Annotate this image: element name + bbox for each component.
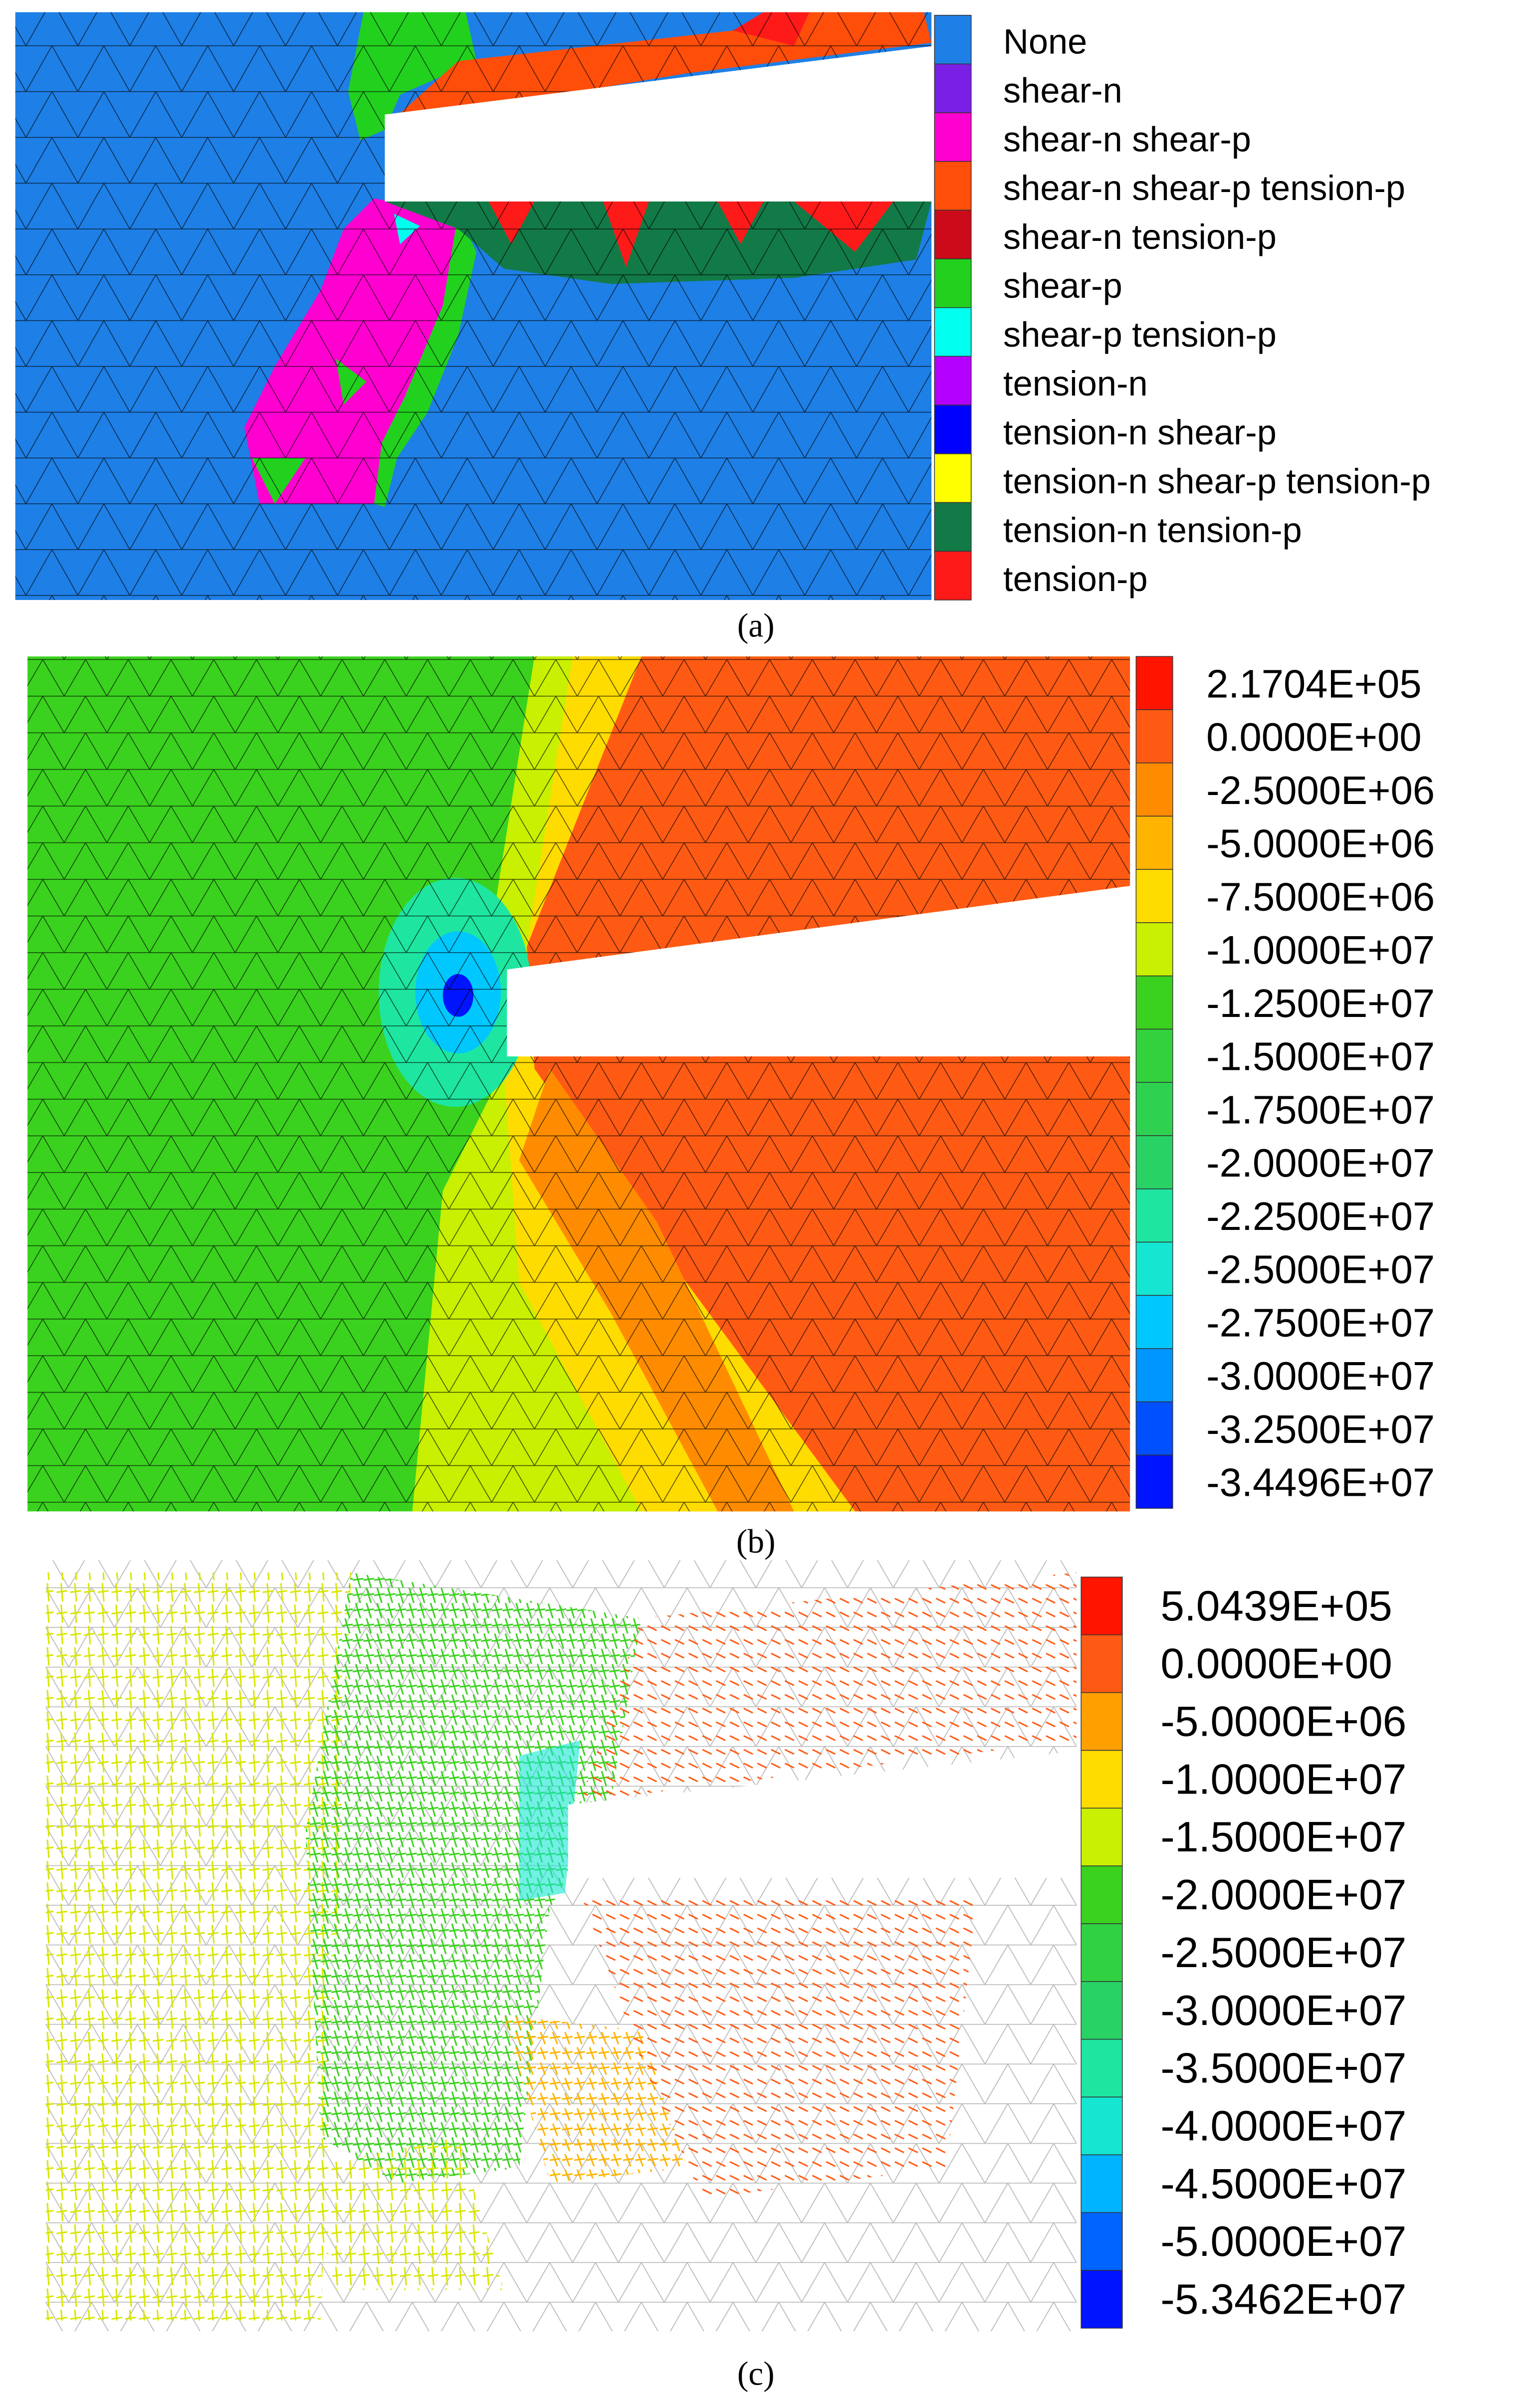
legend-swatch xyxy=(1081,2270,1123,2329)
legend-swatch xyxy=(934,307,972,357)
legend-label: -2.2500E+07 xyxy=(1206,1194,1435,1238)
legend-label: -1.5000E+07 xyxy=(1206,1034,1435,1079)
panel-b-plot xyxy=(27,656,1133,1512)
legend-label: 0.0000E+00 xyxy=(1206,715,1421,759)
legend-swatch xyxy=(1135,869,1173,923)
legend-label: tension-n xyxy=(1003,364,1148,403)
legend-swatch xyxy=(1135,1454,1173,1509)
legend-label: tension-p xyxy=(1003,559,1148,599)
legend-label: -3.2500E+07 xyxy=(1206,1407,1435,1451)
legend-swatch xyxy=(934,453,972,503)
legend-label: -5.0000E+06 xyxy=(1206,821,1435,866)
legend-swatch xyxy=(934,502,972,552)
legend-swatch xyxy=(934,209,972,259)
panel-a-plot xyxy=(15,12,935,600)
legend-label: -1.7500E+07 xyxy=(1206,1087,1435,1132)
legend-swatch xyxy=(1135,1028,1173,1083)
legend-swatch xyxy=(934,356,972,405)
legend-label: 5.0439E+05 xyxy=(1160,1582,1392,1630)
legend-swatch xyxy=(1135,1295,1173,1349)
legend-label: -2.0000E+07 xyxy=(1206,1141,1435,1185)
legend-swatch xyxy=(1081,1981,1123,2040)
legend-label: -2.5000E+07 xyxy=(1160,1929,1406,1977)
legend-swatch xyxy=(934,63,972,113)
legend-label: -3.4496E+07 xyxy=(1206,1460,1435,1505)
legend-swatch xyxy=(1135,975,1173,1030)
legend-swatch xyxy=(1135,709,1173,764)
legend-swatch xyxy=(1135,1082,1173,1136)
legend-swatch xyxy=(1135,656,1173,710)
legend-label: shear-p tension-p xyxy=(1003,315,1277,354)
legend-swatch xyxy=(1081,1923,1123,1982)
legend-swatch xyxy=(1135,1241,1173,1296)
legend-label: shear-n shear-p tension-p xyxy=(1003,168,1405,207)
legend-label: None xyxy=(1003,21,1087,61)
legend-label: shear-p xyxy=(1003,266,1122,305)
legend-swatch xyxy=(1081,2212,1123,2271)
legend-swatch xyxy=(1135,1135,1173,1190)
legend-swatch xyxy=(1081,2038,1123,2098)
legend-swatch xyxy=(934,551,972,601)
legend-swatch xyxy=(934,14,972,65)
legend-label: -1.0000E+07 xyxy=(1206,928,1435,972)
legend-swatch xyxy=(1081,2096,1123,2156)
legend-label: -1.0000E+07 xyxy=(1160,1755,1406,1803)
legend-swatch xyxy=(1081,1807,1123,1866)
legend-swatch xyxy=(934,112,972,162)
legend-label: tension-n tension-p xyxy=(1003,510,1302,550)
panel-label: (b) xyxy=(736,1523,776,1560)
legend-label: -3.0000E+07 xyxy=(1206,1354,1435,1398)
legend-label: -1.5000E+07 xyxy=(1160,1813,1406,1861)
legend-swatch xyxy=(1135,1401,1173,1456)
legend-label: -5.3462E+07 xyxy=(1160,2275,1406,2323)
legend-label: -5.0000E+07 xyxy=(1160,2217,1406,2265)
legend-swatch xyxy=(1135,762,1173,817)
legend-label: -2.0000E+07 xyxy=(1160,1871,1406,1919)
legend-label: shear-n shear-p xyxy=(1003,119,1251,159)
legend-swatch xyxy=(934,161,972,211)
legend-swatch xyxy=(1135,815,1173,870)
legend-swatch xyxy=(1135,1348,1173,1403)
legend-label: -2.7500E+07 xyxy=(1206,1300,1435,1345)
legend-label: -4.5000E+07 xyxy=(1160,2160,1406,2207)
panel-label: (a) xyxy=(737,607,775,644)
legend-label: 2.1704E+05 xyxy=(1206,661,1421,706)
legend-label: -7.5000E+06 xyxy=(1206,874,1435,919)
legend-swatch xyxy=(1135,922,1173,977)
legend-label: -3.5000E+07 xyxy=(1160,2044,1406,2092)
legend-label: shear-n xyxy=(1003,70,1122,110)
legend-swatch xyxy=(1081,2154,1123,2213)
legend-label: -1.2500E+07 xyxy=(1206,981,1435,1025)
legend-swatch xyxy=(934,404,972,454)
legend-swatch xyxy=(1135,1188,1173,1243)
legend-label: -5.0000E+06 xyxy=(1160,1698,1406,1746)
panel-c-plot xyxy=(45,1560,1080,2332)
legend-label: -2.5000E+07 xyxy=(1206,1247,1435,1292)
legend-label: shear-n tension-p xyxy=(1003,217,1277,256)
legend-label: -2.5000E+06 xyxy=(1206,768,1435,812)
legend-swatch xyxy=(1081,1865,1123,1924)
legend-swatch xyxy=(1081,1750,1123,1809)
legend-swatch xyxy=(1081,1577,1123,1635)
legend-swatch xyxy=(1081,1634,1123,1693)
legend-swatch xyxy=(1081,1692,1123,1751)
legend-label: -4.0000E+07 xyxy=(1160,2102,1406,2150)
legend-label: tension-n shear-p tension-p xyxy=(1003,461,1431,501)
legend-swatch xyxy=(934,258,972,308)
legend-label: 0.0000E+00 xyxy=(1160,1640,1392,1688)
legend-label: -3.0000E+07 xyxy=(1160,1987,1406,2034)
legend-label: tension-n shear-p xyxy=(1003,412,1277,452)
panel-label: (c) xyxy=(737,2355,775,2392)
